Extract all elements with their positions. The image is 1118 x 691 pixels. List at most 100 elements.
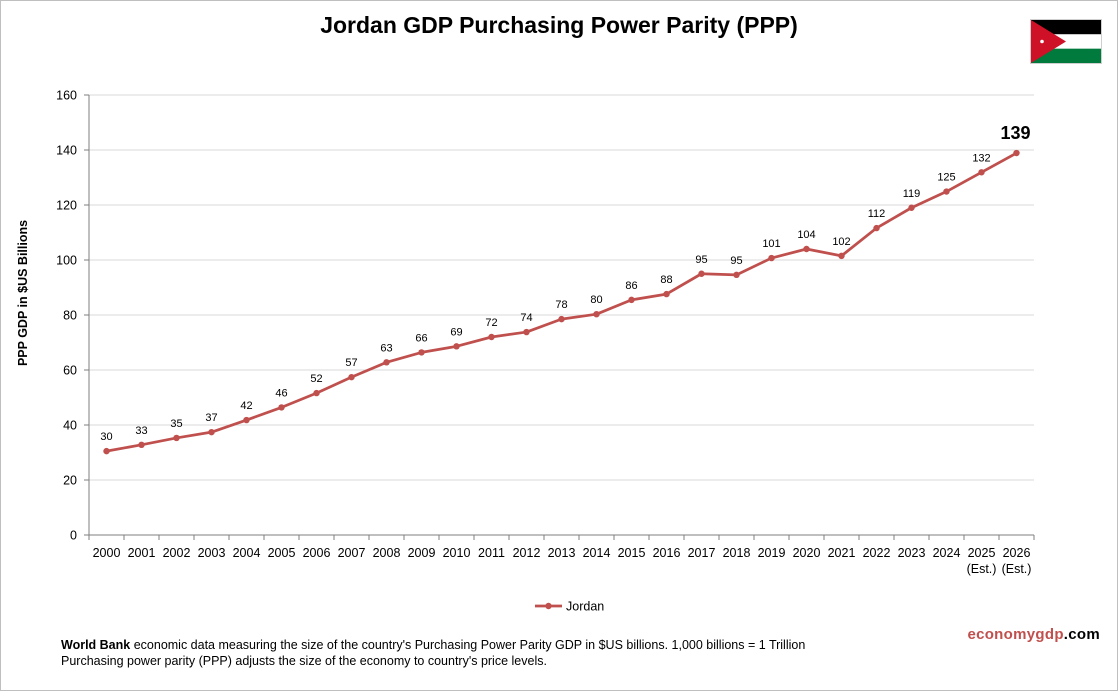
y-tick-label: 120 bbox=[56, 199, 77, 213]
x-tick-label: 2006 bbox=[303, 546, 331, 560]
x-tick-label: 2003 bbox=[198, 546, 226, 560]
x-tick-label: 2001 bbox=[128, 546, 156, 560]
data-label: 66 bbox=[415, 332, 427, 344]
x-tick-label: 2008 bbox=[373, 546, 401, 560]
x-tick-label: 2014 bbox=[583, 546, 611, 560]
y-tick-labels: 0 20 40 60 80 100 120 140 160 bbox=[56, 89, 77, 543]
data-label: 139 bbox=[1000, 123, 1030, 143]
x-tick-label: 2004 bbox=[233, 546, 261, 560]
x-tick-label: 2019 bbox=[758, 546, 786, 560]
y-tick-label: 0 bbox=[70, 529, 77, 543]
data-label: 132 bbox=[972, 152, 990, 164]
data-label: 35 bbox=[170, 418, 182, 430]
x-tick-label: 2021 bbox=[828, 546, 856, 560]
data-label: 72 bbox=[485, 317, 497, 329]
data-label: 78 bbox=[555, 299, 567, 311]
footer-note: World Bank economic data measuring the s… bbox=[61, 637, 805, 669]
data-label: 112 bbox=[868, 208, 886, 220]
x-tick-sublabel: (Est.) bbox=[967, 562, 997, 576]
data-label: 37 bbox=[205, 412, 217, 424]
data-label: 33 bbox=[135, 425, 147, 437]
data-point bbox=[768, 254, 775, 262]
data-point bbox=[208, 428, 215, 436]
y-tick-label: 140 bbox=[56, 144, 77, 158]
x-tick-label: 2024 bbox=[933, 546, 961, 560]
y-tick-label: 40 bbox=[63, 419, 77, 433]
data-point bbox=[908, 204, 915, 211]
jordan-flag-icon bbox=[1030, 19, 1102, 64]
x-tick-label: 2012 bbox=[513, 546, 541, 560]
data-point bbox=[733, 271, 740, 279]
chart-title: Jordan GDP Purchasing Power Parity (PPP) bbox=[320, 12, 798, 38]
data-point bbox=[1013, 149, 1020, 157]
data-point bbox=[138, 441, 145, 448]
data-point bbox=[313, 389, 320, 397]
data-point bbox=[383, 359, 390, 366]
x-tick-label: 2007 bbox=[338, 546, 366, 560]
x-tick-label: 2015 bbox=[618, 546, 646, 560]
x-tick-label: 2000 bbox=[93, 546, 121, 560]
data-label: 63 bbox=[380, 342, 392, 354]
data-point bbox=[628, 296, 635, 304]
data-point bbox=[943, 188, 950, 195]
data-point bbox=[173, 434, 180, 442]
footer-line-1: World Bank economic data measuring the s… bbox=[61, 637, 805, 653]
y-axis-label: PPP GDP in $US Billions bbox=[16, 220, 30, 366]
x-tick-sublabel: (Est.) bbox=[1002, 562, 1032, 576]
x-tick-label: 2025 bbox=[968, 546, 996, 560]
series-jordan: 30 33 35 37 42 46 52 57 63 66 69 72 74 78 80 86 88 95 95 10… bbox=[100, 123, 1031, 455]
data-point bbox=[278, 404, 285, 411]
data-point bbox=[558, 315, 565, 323]
data-point bbox=[488, 333, 495, 341]
data-point bbox=[663, 290, 670, 298]
data-label: 88 bbox=[660, 274, 672, 286]
data-label: 125 bbox=[937, 172, 955, 184]
data-label: 95 bbox=[695, 254, 707, 266]
x-tick-label: 2016 bbox=[653, 546, 681, 560]
brand-part-3: .com bbox=[1063, 626, 1100, 643]
brand-logo[interactable]: economygdp.com bbox=[967, 626, 1100, 643]
footer-line-1-text: economic data measuring the size of the … bbox=[130, 638, 806, 652]
x-tick-label: 2013 bbox=[548, 546, 576, 560]
data-label: 104 bbox=[797, 229, 815, 241]
data-point bbox=[453, 343, 460, 350]
data-point bbox=[978, 169, 985, 176]
data-point bbox=[418, 349, 425, 356]
gridlines bbox=[89, 94, 1034, 481]
legend-label: Jordan bbox=[566, 600, 604, 614]
x-tick-label: 2010 bbox=[443, 546, 471, 560]
data-point bbox=[348, 373, 355, 381]
footer-line-2: Purchasing power parity (PPP) adjusts th… bbox=[61, 654, 547, 668]
y-tick-label: 100 bbox=[56, 254, 77, 268]
y-tick-label: 60 bbox=[63, 364, 77, 378]
data-label: 102 bbox=[832, 236, 850, 248]
x-tick-label: 2026 bbox=[1003, 546, 1031, 560]
x-tick-label: 2005 bbox=[268, 546, 296, 560]
x-tick-label: 2022 bbox=[863, 546, 891, 560]
y-tick-label: 160 bbox=[56, 89, 77, 103]
legend-marker bbox=[545, 602, 552, 610]
data-label: 42 bbox=[240, 400, 252, 412]
data-point bbox=[243, 416, 250, 424]
x-tick-label: 2011 bbox=[478, 546, 505, 560]
data-label: 30 bbox=[100, 431, 112, 443]
data-point bbox=[838, 252, 845, 260]
x-tick-label: 2020 bbox=[793, 546, 821, 560]
data-point bbox=[593, 310, 600, 318]
footer-source: World Bank bbox=[61, 638, 131, 652]
data-label: 52 bbox=[310, 373, 322, 385]
y-tick-label: 80 bbox=[63, 309, 77, 323]
legend[interactable]: Jordan bbox=[535, 600, 604, 614]
x-tick-label: 2017 bbox=[688, 546, 716, 560]
x-tick-label: 2023 bbox=[898, 546, 926, 560]
data-label: 74 bbox=[520, 312, 532, 324]
brand-part-2: gdp bbox=[1035, 626, 1064, 643]
x-tick-label: 2002 bbox=[163, 546, 191, 560]
data-point bbox=[523, 328, 530, 336]
axes bbox=[84, 94, 1035, 540]
data-label: 101 bbox=[762, 238, 780, 250]
data-label: 86 bbox=[625, 280, 637, 292]
x-tick-labels: 2000 2001 2002 2003 2004 2005 2006 2007 2008 2009… bbox=[93, 546, 1032, 576]
